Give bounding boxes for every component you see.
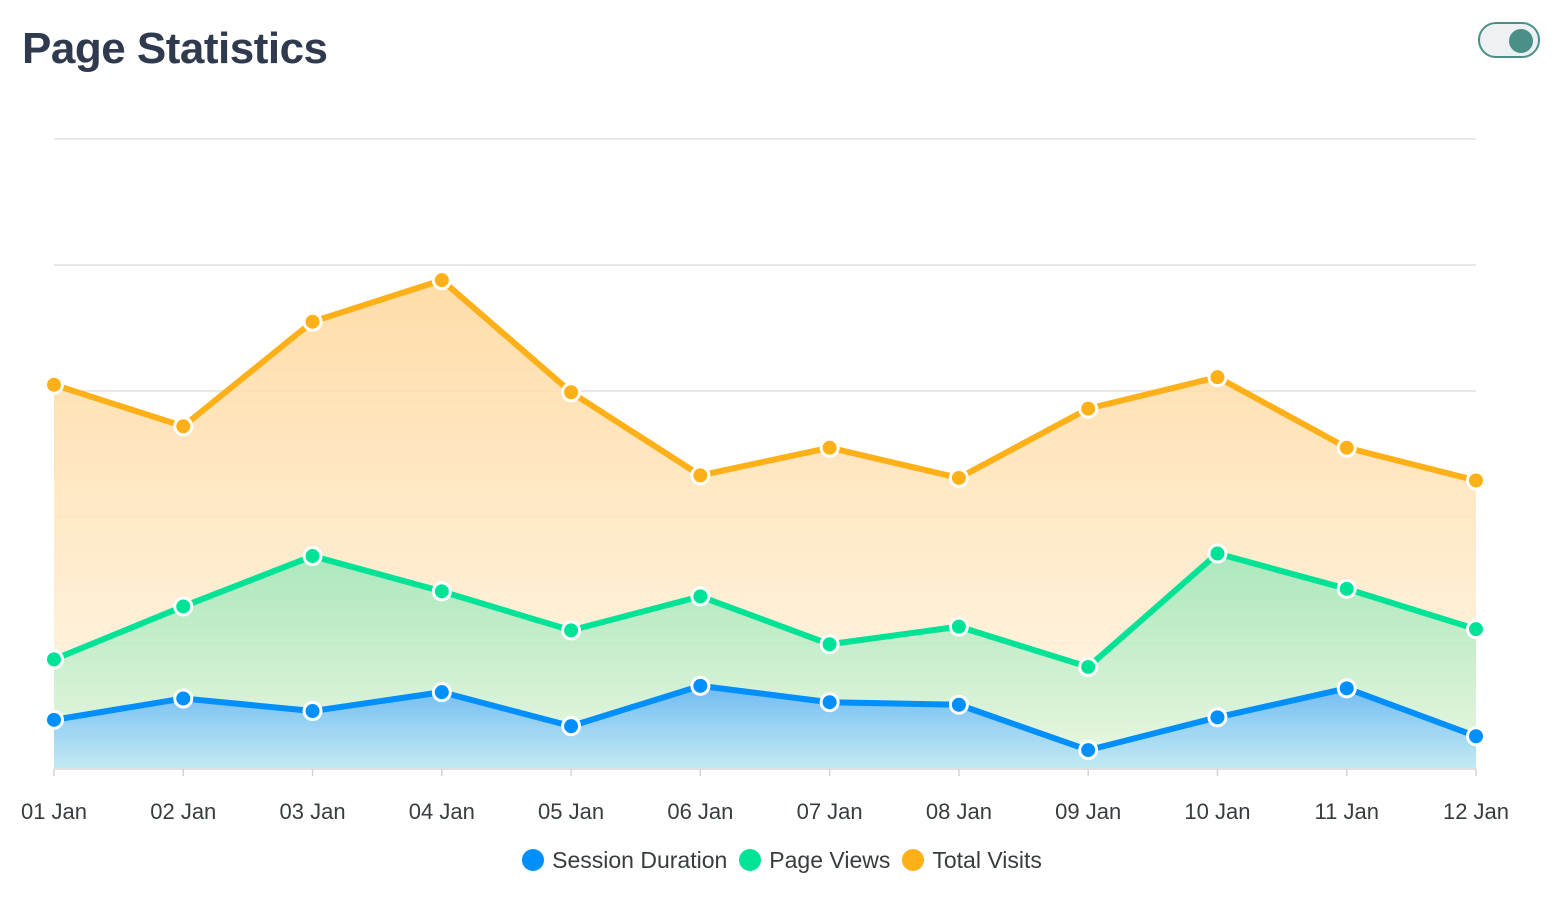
point-session-duration[interactable] bbox=[173, 688, 194, 709]
point-session-duration[interactable] bbox=[44, 709, 64, 730]
point-session-duration[interactable] bbox=[1336, 678, 1357, 699]
chart-markers bbox=[44, 270, 1486, 761]
legend-item-page-views[interactable]: Page Views bbox=[739, 847, 890, 874]
x-axis: 01 Jan 02 Jan 03 Jan 04 Jan 05 Jan 06 Jan 07 J… bbox=[21, 768, 1509, 824]
area-session-duration bbox=[54, 685, 1476, 769]
legend-marker bbox=[739, 849, 762, 871]
point-page-views[interactable] bbox=[431, 581, 452, 602]
point-total-visits[interactable] bbox=[1336, 437, 1357, 458]
point-session-duration[interactable] bbox=[1466, 726, 1486, 747]
line-session-duration bbox=[51, 682, 1479, 754]
line-total-visits bbox=[51, 277, 1479, 484]
point-session-duration[interactable] bbox=[948, 694, 969, 715]
point-page-views[interactable] bbox=[1207, 543, 1228, 564]
point-session-duration[interactable] bbox=[1207, 707, 1228, 728]
point-page-views[interactable] bbox=[173, 596, 194, 617]
x-tick-label: 06 Jan bbox=[667, 799, 733, 824]
point-session-duration[interactable] bbox=[1078, 740, 1099, 761]
legend-item-total-visits[interactable]: Total Visits bbox=[902, 847, 1042, 874]
chart-lines bbox=[51, 277, 1479, 754]
point-total-visits[interactable] bbox=[302, 311, 323, 332]
x-tick-label: 10 Jan bbox=[1184, 799, 1250, 824]
point-total-visits[interactable] bbox=[561, 382, 582, 403]
line-page-views bbox=[51, 550, 1479, 670]
point-session-duration[interactable] bbox=[302, 701, 323, 722]
point-page-views[interactable] bbox=[1466, 619, 1486, 640]
point-total-visits[interactable] bbox=[44, 374, 64, 395]
point-total-visits[interactable] bbox=[1078, 398, 1099, 419]
point-page-views[interactable] bbox=[690, 586, 711, 607]
toggle-knob bbox=[1509, 29, 1533, 53]
chart-toggle-switch[interactable] bbox=[1478, 22, 1540, 58]
point-page-views[interactable] bbox=[948, 616, 969, 637]
x-tick-label: 04 Jan bbox=[409, 799, 475, 824]
x-tick-label: 02 Jan bbox=[150, 799, 216, 824]
point-page-views[interactable] bbox=[44, 649, 64, 670]
page-title: Page Statistics bbox=[22, 24, 328, 73]
x-tick-label: 09 Jan bbox=[1055, 799, 1121, 824]
x-tick-label: 01 Jan bbox=[21, 799, 87, 824]
point-total-visits[interactable] bbox=[431, 270, 452, 291]
point-session-duration[interactable] bbox=[561, 716, 582, 737]
point-total-visits[interactable] bbox=[690, 465, 711, 486]
legend-label: Page Views bbox=[769, 846, 891, 873]
x-tick-label: 08 Jan bbox=[926, 799, 992, 824]
stacked-area-chart: 01 Jan 02 Jan 03 Jan 04 Jan 05 Jan 06 Jan 07 J… bbox=[21, 138, 1509, 824]
x-tick-label: 05 Jan bbox=[538, 799, 604, 824]
point-page-views[interactable] bbox=[819, 634, 840, 655]
point-page-views[interactable] bbox=[1078, 656, 1099, 677]
legend-item-session-duration[interactable]: Session Duration bbox=[522, 847, 727, 874]
point-session-duration[interactable] bbox=[431, 682, 452, 703]
point-page-views[interactable] bbox=[1336, 578, 1357, 599]
legend-label: Session Duration bbox=[552, 846, 728, 873]
chart-areas bbox=[54, 280, 1476, 769]
point-session-duration[interactable] bbox=[690, 675, 711, 696]
legend-label: Total Visits bbox=[932, 846, 1042, 873]
point-total-visits[interactable] bbox=[1207, 367, 1228, 388]
point-page-views[interactable] bbox=[561, 620, 582, 641]
legend-marker bbox=[522, 849, 545, 871]
point-total-visits[interactable] bbox=[173, 416, 194, 437]
area-total-visits bbox=[54, 280, 1476, 667]
point-total-visits[interactable] bbox=[819, 437, 840, 458]
legend-marker bbox=[902, 849, 925, 871]
point-session-duration[interactable] bbox=[819, 692, 840, 713]
point-total-visits[interactable] bbox=[1466, 470, 1486, 491]
x-tick-label: 11 Jan bbox=[1315, 799, 1379, 824]
x-tick-label: 12 Jan bbox=[1443, 799, 1509, 824]
area-page-views bbox=[54, 553, 1476, 751]
point-page-views[interactable] bbox=[302, 546, 323, 567]
x-tick-label: 03 Jan bbox=[280, 799, 346, 824]
x-tick-label: 07 Jan bbox=[797, 799, 863, 824]
chart-legend: Session Duration Page Views Total Visits bbox=[0, 843, 1560, 877]
point-total-visits[interactable] bbox=[948, 467, 969, 488]
